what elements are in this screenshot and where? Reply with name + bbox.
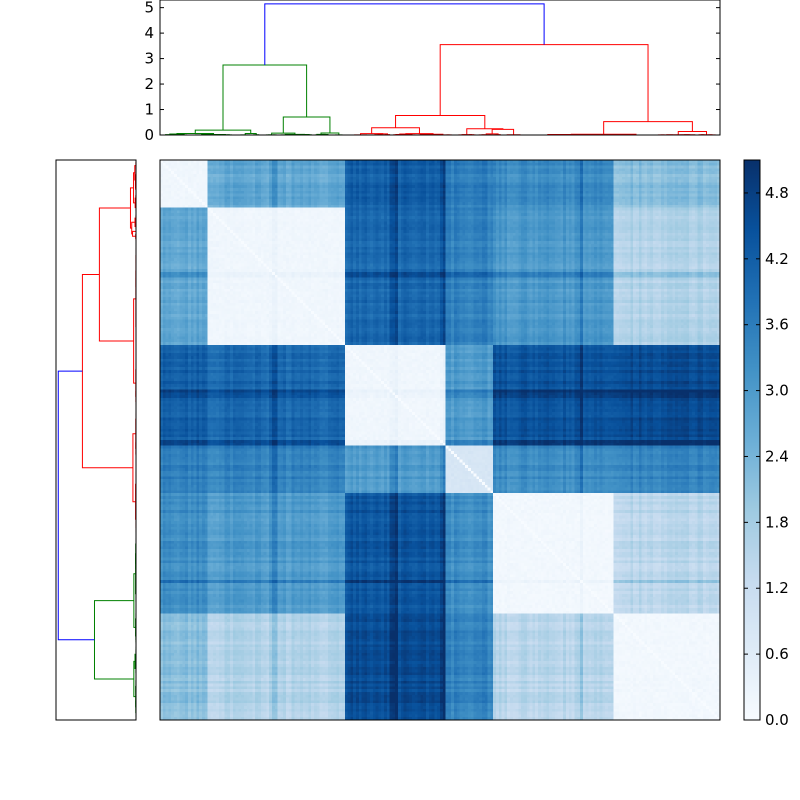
colorbar-tick-label: 1.8 bbox=[765, 513, 789, 531]
colorbar-tick-label: 1.2 bbox=[765, 579, 789, 597]
top-dendrogram-tick-label: 1 bbox=[144, 101, 154, 119]
colorbar-ticks: 0.0 0.6 1.2 1.8 2.4 3.0 3.6 4.2 4.8 bbox=[744, 184, 789, 729]
top-dendrogram-tick-label: 2 bbox=[144, 75, 154, 93]
top-dendrogram-tick-label: 3 bbox=[144, 50, 154, 68]
left-dendrogram-link bbox=[93, 600, 134, 680]
top-dendrogram-link bbox=[439, 44, 649, 122]
colorbar-tick-label: 0.6 bbox=[765, 645, 789, 663]
top-dendrogram-tick-label: 5 bbox=[144, 0, 154, 17]
colorbar-tick-label: 3.0 bbox=[765, 382, 789, 400]
left-dendrogram-link bbox=[98, 207, 134, 342]
colorbar-frame bbox=[743, 159, 761, 721]
colorbar-tick-label: 0.0 bbox=[765, 711, 789, 729]
left-dendrogram-link bbox=[57, 370, 95, 641]
colorbar-tick-label: 4.8 bbox=[765, 184, 789, 202]
top-dendrogram-tick-label: 4 bbox=[144, 24, 154, 42]
heatmap-frame bbox=[159, 159, 721, 721]
top-dendrogram-link bbox=[395, 115, 486, 129]
top-dendrogram-link bbox=[603, 121, 693, 135]
colorbar-gradient bbox=[744, 160, 760, 720]
colorbar-tick-label: 3.6 bbox=[765, 316, 789, 334]
colorbar-tick-label: 2.4 bbox=[765, 447, 789, 465]
top-dendrogram-frame bbox=[159, 0, 721, 136]
colorbar: 0.0 0.6 1.2 1.8 2.4 3.0 3.6 4.2 4.8 bbox=[743, 159, 789, 729]
left-dendrogram-link bbox=[81, 273, 133, 469]
top-dendrogram-link bbox=[371, 127, 420, 134]
left-dendrogram-lines bbox=[57, 160, 137, 719]
top-dendrogram-y-axis: 0 1 2 3 4 5 bbox=[144, 0, 720, 144]
top-dendrogram-lines bbox=[161, 3, 720, 136]
top-dendrogram-link bbox=[264, 3, 545, 65]
top-dendrogram-link bbox=[222, 64, 308, 131]
left-dendrogram bbox=[55, 159, 137, 721]
colorbar-tick-label: 4.2 bbox=[765, 250, 789, 268]
left-dendrogram-frame bbox=[55, 159, 137, 721]
top-dendrogram-link bbox=[282, 116, 331, 134]
heatmap bbox=[159, 159, 721, 721]
top-dendrogram: 0 1 2 3 4 5 bbox=[144, 0, 721, 144]
heatmap-cells bbox=[160, 160, 720, 720]
top-dendrogram-tick-label: 0 bbox=[144, 126, 154, 144]
